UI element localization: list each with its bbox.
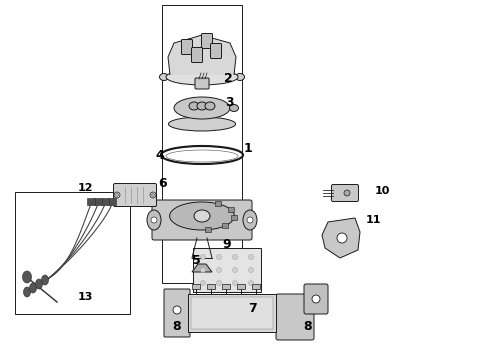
- Text: 2: 2: [223, 72, 232, 85]
- Ellipse shape: [24, 287, 30, 297]
- Circle shape: [232, 280, 238, 285]
- Bar: [94, 198, 102, 205]
- Bar: [87, 198, 95, 205]
- Circle shape: [344, 190, 350, 196]
- Text: 4: 4: [156, 149, 164, 162]
- Circle shape: [200, 267, 205, 273]
- Circle shape: [173, 306, 181, 314]
- Circle shape: [232, 267, 238, 273]
- Polygon shape: [168, 35, 236, 75]
- FancyBboxPatch shape: [192, 48, 202, 63]
- Bar: [215, 201, 221, 206]
- FancyBboxPatch shape: [201, 33, 213, 49]
- Ellipse shape: [236, 73, 245, 81]
- Bar: [193, 248, 261, 292]
- Circle shape: [217, 280, 221, 285]
- Polygon shape: [192, 264, 212, 272]
- Text: 10: 10: [374, 186, 390, 196]
- Ellipse shape: [197, 102, 207, 110]
- Ellipse shape: [166, 69, 238, 85]
- Text: 1: 1: [244, 141, 252, 154]
- Circle shape: [116, 194, 118, 196]
- Ellipse shape: [243, 210, 257, 230]
- Circle shape: [217, 267, 221, 273]
- Circle shape: [247, 217, 253, 223]
- Ellipse shape: [35, 279, 43, 289]
- Bar: [108, 198, 116, 205]
- Circle shape: [248, 280, 253, 285]
- FancyBboxPatch shape: [332, 185, 359, 202]
- Bar: [252, 284, 260, 289]
- FancyBboxPatch shape: [195, 78, 209, 89]
- Ellipse shape: [169, 117, 236, 131]
- Text: 13: 13: [77, 292, 93, 302]
- Text: 3: 3: [225, 95, 233, 108]
- Ellipse shape: [205, 102, 215, 110]
- Bar: [101, 198, 109, 205]
- Text: 6: 6: [159, 176, 167, 189]
- Circle shape: [151, 217, 157, 223]
- Bar: [192, 284, 200, 289]
- Ellipse shape: [174, 97, 230, 119]
- Ellipse shape: [170, 202, 234, 230]
- Circle shape: [248, 267, 253, 273]
- FancyBboxPatch shape: [181, 40, 193, 54]
- Bar: [228, 207, 234, 212]
- Ellipse shape: [161, 146, 243, 164]
- Text: 9: 9: [222, 238, 231, 251]
- FancyBboxPatch shape: [211, 44, 221, 59]
- Ellipse shape: [147, 210, 161, 230]
- Ellipse shape: [197, 66, 206, 72]
- Circle shape: [248, 255, 253, 260]
- FancyBboxPatch shape: [164, 289, 190, 337]
- Text: 5: 5: [192, 253, 200, 266]
- Bar: [188, 294, 276, 332]
- Ellipse shape: [42, 275, 49, 285]
- Circle shape: [200, 255, 205, 260]
- FancyBboxPatch shape: [152, 200, 252, 240]
- Bar: [191, 297, 273, 329]
- Bar: [222, 284, 230, 289]
- Ellipse shape: [194, 210, 210, 222]
- FancyBboxPatch shape: [276, 294, 314, 340]
- Bar: [231, 215, 237, 220]
- Ellipse shape: [189, 102, 199, 110]
- Bar: [162, 5, 242, 283]
- Ellipse shape: [229, 104, 239, 112]
- Circle shape: [232, 255, 238, 260]
- Circle shape: [312, 295, 320, 303]
- Ellipse shape: [23, 271, 31, 283]
- FancyBboxPatch shape: [304, 284, 328, 314]
- Bar: [222, 223, 228, 228]
- Bar: [207, 284, 215, 289]
- Text: 11: 11: [365, 215, 381, 225]
- Text: 7: 7: [247, 302, 256, 315]
- Bar: [15, 192, 130, 314]
- Text: 12: 12: [77, 183, 93, 193]
- Text: 8: 8: [304, 320, 312, 333]
- Circle shape: [152, 194, 154, 196]
- Circle shape: [337, 233, 347, 243]
- Circle shape: [114, 192, 120, 198]
- Polygon shape: [322, 218, 360, 258]
- FancyBboxPatch shape: [114, 184, 156, 207]
- Circle shape: [217, 255, 221, 260]
- Circle shape: [150, 192, 156, 198]
- Circle shape: [200, 280, 205, 285]
- Bar: [237, 284, 245, 289]
- Text: 8: 8: [172, 320, 181, 333]
- Bar: [205, 227, 211, 232]
- Ellipse shape: [29, 283, 36, 293]
- Ellipse shape: [160, 73, 169, 81]
